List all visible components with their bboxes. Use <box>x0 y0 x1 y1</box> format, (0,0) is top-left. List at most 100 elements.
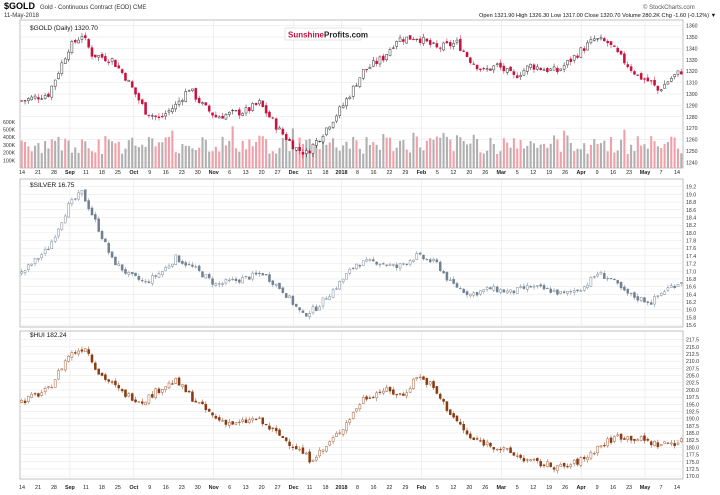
volume-bar <box>258 135 261 168</box>
header-description: Gold - Continuous Contract (EOD) CME <box>40 5 146 11</box>
candle-body <box>274 118 278 130</box>
x-tick-label: 11 <box>83 170 89 176</box>
volume-bar <box>506 142 509 168</box>
candle-body <box>63 58 67 64</box>
candle-body <box>382 55 385 61</box>
candle-body <box>244 275 248 278</box>
candle-body <box>318 450 321 457</box>
volume-bar <box>482 153 485 168</box>
x-tick-label: 26 <box>482 170 488 176</box>
x-tick-label: 12 <box>530 170 536 176</box>
y-tick-label: 19.0 <box>686 192 696 198</box>
volume-bar <box>191 148 194 168</box>
candle-body <box>331 121 335 128</box>
candle-body <box>428 40 432 45</box>
y-tick-label: 170.0 <box>686 474 699 480</box>
x-tick-label: 9 <box>596 170 599 176</box>
candle-body <box>402 393 405 396</box>
y-tick-label: 175.0 <box>686 460 699 466</box>
candle-body <box>365 396 368 400</box>
candle-body <box>238 279 241 283</box>
candle-body <box>505 68 509 73</box>
candle-body <box>278 282 281 289</box>
candle-body <box>499 289 502 293</box>
candle-body <box>629 435 633 441</box>
candle-body <box>258 417 261 419</box>
volume-bar <box>208 151 211 168</box>
candle-body <box>355 408 358 412</box>
candle-body <box>40 98 44 100</box>
candle-body <box>616 434 619 437</box>
candle-body <box>201 271 204 278</box>
candle-body <box>653 80 656 86</box>
volume-bar <box>37 143 40 168</box>
candle-body <box>549 68 552 71</box>
candle-body <box>281 435 285 438</box>
x-tick-label: 11 <box>307 485 313 491</box>
candle-body <box>425 38 429 42</box>
x-tick-label: Apr <box>576 170 586 176</box>
candle-body <box>515 455 519 457</box>
candle-body <box>294 303 298 307</box>
candle-body <box>151 115 154 117</box>
volume-bar <box>311 150 315 168</box>
candle-body <box>522 70 526 76</box>
x-tick-label: 26 <box>482 485 488 491</box>
volume-bar <box>395 147 398 168</box>
candle-body <box>187 90 191 92</box>
volume-bar <box>248 139 251 168</box>
candle-body <box>67 51 70 60</box>
candle-body <box>151 275 154 284</box>
candle-body <box>301 152 305 155</box>
candle-body <box>234 278 238 281</box>
candle-body <box>422 37 425 44</box>
y-tick-label: 18.2 <box>686 223 696 229</box>
candle-body <box>368 397 372 399</box>
candle-body <box>606 278 609 280</box>
y-tick-label: 217.5 <box>686 338 699 344</box>
volume-bar <box>60 150 63 168</box>
candle-body <box>412 39 415 41</box>
volume-bar <box>57 136 60 168</box>
y-tick-label: 190.0 <box>686 417 699 423</box>
volume-bar <box>20 140 23 168</box>
volume-bar <box>228 140 231 168</box>
candle-body <box>261 100 265 108</box>
volume-bar <box>479 152 482 168</box>
candle-body <box>529 286 532 288</box>
candle-body <box>469 57 472 63</box>
x-tick-label: 26 <box>562 485 568 491</box>
volume-bar <box>519 140 522 168</box>
volume-bar <box>121 153 124 168</box>
candle-body <box>569 464 573 467</box>
x-tick-label: 14 <box>674 170 680 176</box>
candle-body <box>549 462 552 467</box>
volume-bar <box>402 140 405 168</box>
candle-body <box>670 442 673 445</box>
candle-body <box>499 449 502 451</box>
volume-bar <box>97 139 100 168</box>
volume-bar <box>23 142 27 168</box>
candle-body <box>50 85 54 98</box>
candle-body <box>120 264 124 271</box>
candle-body <box>217 417 221 421</box>
y-tick-label: 16.0 <box>686 308 696 314</box>
gold-panel-title: $GOLD (Daily) 1320.70 <box>30 25 98 32</box>
volume-bar <box>663 143 666 168</box>
candle-body <box>599 272 603 275</box>
volume-bar <box>178 153 181 168</box>
y-tick-label: 16.8 <box>686 277 696 283</box>
candle-body <box>94 362 97 370</box>
y-tick-label: 1340 <box>686 46 698 52</box>
candle-body <box>110 58 114 62</box>
x-tick-label: 25 <box>115 485 121 491</box>
candle-body <box>636 439 640 442</box>
candle-body <box>60 222 64 230</box>
candle-body <box>207 274 211 279</box>
candle-body <box>43 95 47 99</box>
candle-body <box>649 441 653 446</box>
volume-bar <box>362 153 365 168</box>
x-tick-label: 18 <box>323 485 329 491</box>
volume-bar <box>576 148 579 168</box>
volume-bar <box>54 140 57 168</box>
